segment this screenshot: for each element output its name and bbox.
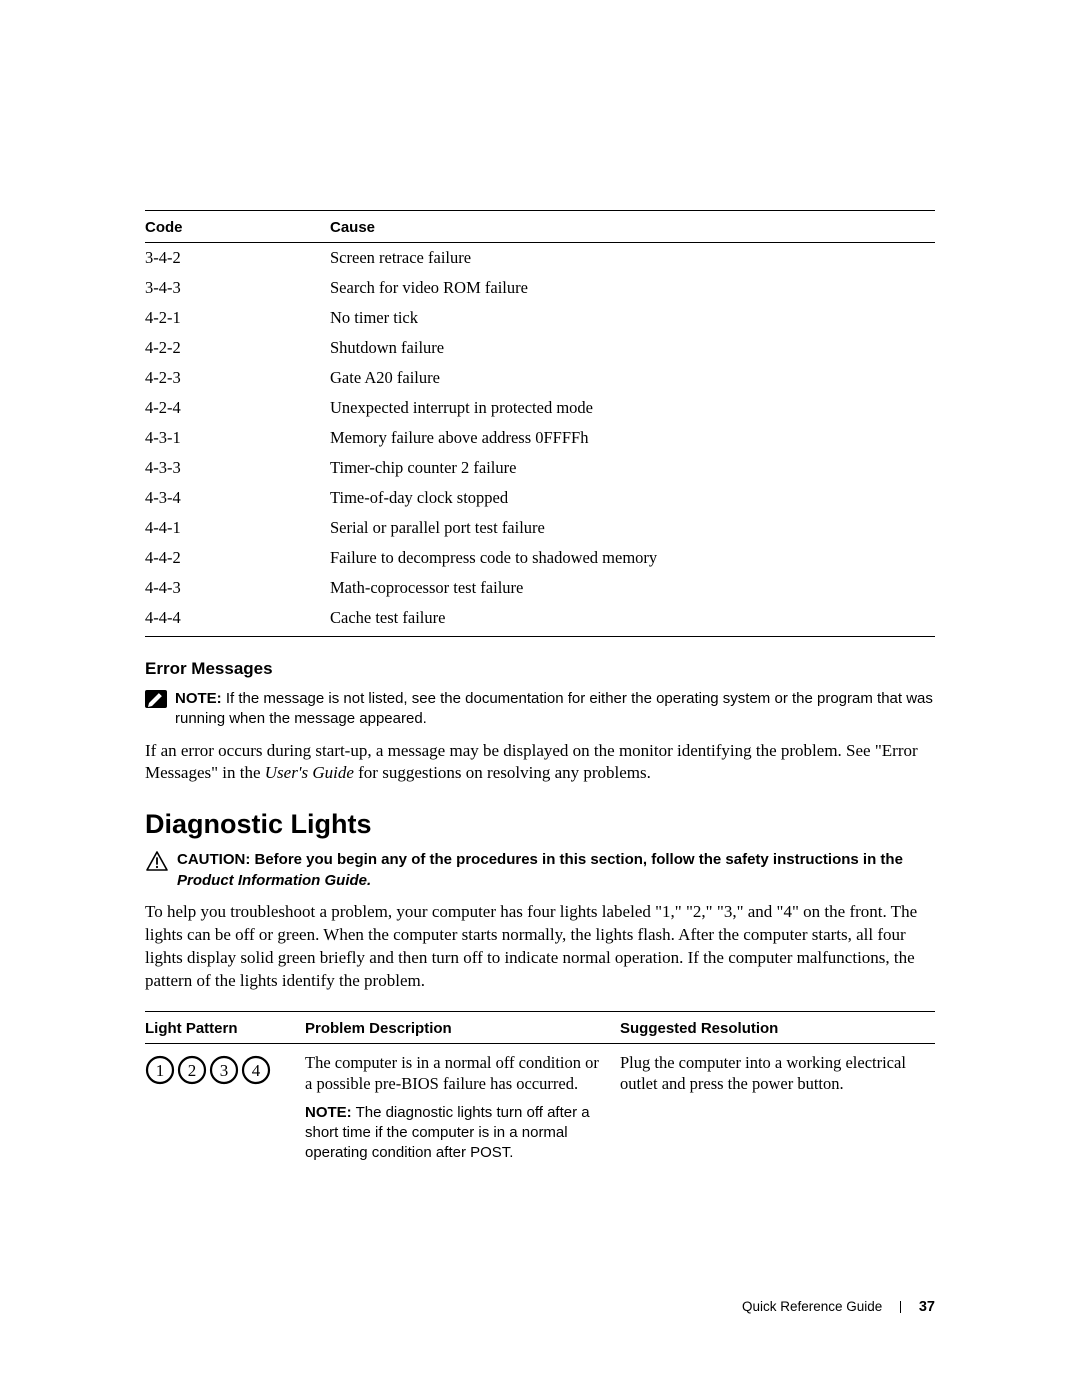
- table-row: 1 2 3 4 The computer is in a normal off con…: [145, 1043, 935, 1168]
- cause-cell: Time-of-day clock stopped: [330, 483, 935, 513]
- diag-header-problem: Problem Description: [305, 1011, 620, 1043]
- table-row: 4-4-4Cache test failure: [145, 603, 935, 637]
- table-row: 4-3-4Time-of-day clock stopped: [145, 483, 935, 513]
- error-messages-para: If an error occurs during start-up, a me…: [145, 740, 935, 786]
- table-row: 4-2-1No timer tick: [145, 303, 935, 333]
- note-text: NOTE: If the message is not listed, see …: [175, 689, 935, 730]
- caution-body: Before you begin any of the procedures i…: [255, 851, 903, 868]
- note-label: NOTE:: [175, 690, 222, 707]
- codes-header-code: Code: [145, 211, 330, 243]
- code-cell: 4-4-3: [145, 573, 330, 603]
- para-after: for suggestions on resolving any problem…: [354, 763, 651, 782]
- code-cell: 4-3-1: [145, 423, 330, 453]
- table-row: 4-4-3Math-coprocessor test failure: [145, 573, 935, 603]
- para-italic: User's Guide: [265, 763, 354, 782]
- cause-cell: Serial or parallel port test failure: [330, 513, 935, 543]
- footer-title: Quick Reference Guide: [742, 1299, 882, 1314]
- caution-label: CAUTION:: [177, 851, 255, 868]
- codes-header-cause: Cause: [330, 211, 935, 243]
- footer-separator: [900, 1301, 901, 1313]
- note-block: NOTE: If the message is not listed, see …: [145, 689, 935, 730]
- diag-header-resolution: Suggested Resolution: [620, 1011, 935, 1043]
- code-cell: 4-3-3: [145, 453, 330, 483]
- diagnostic-intro: To help you troubleshoot a problem, your…: [145, 901, 935, 993]
- table-row: 3-4-3Search for video ROM failure: [145, 273, 935, 303]
- cause-cell: Memory failure above address 0FFFFh: [330, 423, 935, 453]
- code-cell: 3-4-2: [145, 243, 330, 274]
- cell-note-label: NOTE:: [305, 1104, 352, 1121]
- table-row: 4-2-3Gate A20 failure: [145, 363, 935, 393]
- footer-page-number: 37: [919, 1299, 935, 1315]
- cause-cell: Shutdown failure: [330, 333, 935, 363]
- table-row: 3-4-2Screen retrace failure: [145, 243, 935, 274]
- caution-italic: Product Information Guide.: [177, 872, 371, 889]
- cause-cell: No timer tick: [330, 303, 935, 333]
- resolution-text: Plug the computer into a working electri…: [620, 1053, 906, 1093]
- table-row: 4-4-2Failure to decompress code to shado…: [145, 543, 935, 573]
- diagnostic-lights-heading: Diagnostic Lights: [145, 809, 935, 840]
- cause-cell: Cache test failure: [330, 603, 935, 637]
- code-cell: 4-4-1: [145, 513, 330, 543]
- table-row: 4-3-1Memory failure above address 0FFFFh: [145, 423, 935, 453]
- cause-cell: Screen retrace failure: [330, 243, 935, 274]
- svg-text:2: 2: [188, 1061, 197, 1080]
- page-footer: Quick Reference Guide 37: [742, 1299, 935, 1315]
- problem-desc: The computer is in a normal off conditio…: [305, 1053, 599, 1093]
- code-cell: 4-4-2: [145, 543, 330, 573]
- table-row: 4-4-1Serial or parallel port test failur…: [145, 513, 935, 543]
- light-pattern-icon: 1 2 3 4: [145, 1054, 275, 1086]
- codes-table: Code Cause 3-4-2Screen retrace failure3-…: [145, 210, 935, 637]
- cause-cell: Failure to decompress code to shadowed m…: [330, 543, 935, 573]
- table-row: 4-2-2Shutdown failure: [145, 333, 935, 363]
- table-row: 4-3-3Timer-chip counter 2 failure: [145, 453, 935, 483]
- note-body: If the message is not listed, see the do…: [175, 690, 933, 727]
- cell-note: NOTE: The diagnostic lights turn off aft…: [305, 1103, 608, 1164]
- cause-cell: Search for video ROM failure: [330, 273, 935, 303]
- code-cell: 4-2-2: [145, 333, 330, 363]
- diagnostic-table: Light Pattern Problem Description Sugges…: [145, 1011, 935, 1169]
- svg-text:4: 4: [252, 1061, 261, 1080]
- note-icon: [145, 690, 167, 708]
- caution-icon: [145, 850, 169, 872]
- svg-text:3: 3: [220, 1061, 229, 1080]
- table-row: 4-2-4Unexpected interrupt in protected m…: [145, 393, 935, 423]
- cause-cell: Gate A20 failure: [330, 363, 935, 393]
- code-cell: 4-2-4: [145, 393, 330, 423]
- caution-text: CAUTION: Before you begin any of the pro…: [177, 850, 935, 891]
- cause-cell: Timer-chip counter 2 failure: [330, 453, 935, 483]
- svg-text:1: 1: [156, 1061, 165, 1080]
- code-cell: 4-2-1: [145, 303, 330, 333]
- caution-block: CAUTION: Before you begin any of the pro…: [145, 850, 935, 891]
- code-cell: 4-3-4: [145, 483, 330, 513]
- code-cell: 4-4-4: [145, 603, 330, 637]
- code-cell: 3-4-3: [145, 273, 330, 303]
- diag-header-light-pattern: Light Pattern: [145, 1011, 305, 1043]
- cause-cell: Math-coprocessor test failure: [330, 573, 935, 603]
- cause-cell: Unexpected interrupt in protected mode: [330, 393, 935, 423]
- error-messages-heading: Error Messages: [145, 659, 935, 679]
- code-cell: 4-2-3: [145, 363, 330, 393]
